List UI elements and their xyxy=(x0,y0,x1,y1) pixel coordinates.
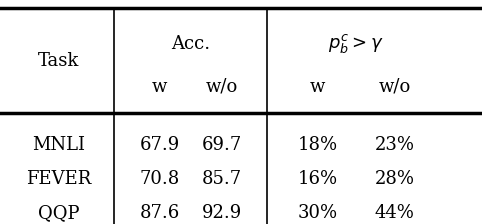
Text: 70.8: 70.8 xyxy=(139,170,180,188)
Text: 87.6: 87.6 xyxy=(139,204,180,222)
Text: w: w xyxy=(152,78,167,96)
Text: 16%: 16% xyxy=(297,170,338,188)
Text: 23%: 23% xyxy=(375,136,415,154)
Text: w: w xyxy=(310,78,325,96)
Text: MNLI: MNLI xyxy=(32,136,85,154)
Text: 67.9: 67.9 xyxy=(139,136,180,154)
Text: 92.9: 92.9 xyxy=(201,204,242,222)
Text: $p_b^c > \gamma$: $p_b^c > \gamma$ xyxy=(328,33,384,56)
Text: 28%: 28% xyxy=(375,170,415,188)
Text: 18%: 18% xyxy=(297,136,338,154)
Text: 44%: 44% xyxy=(375,204,415,222)
Text: FEVER: FEVER xyxy=(27,170,92,188)
Text: w/o: w/o xyxy=(206,78,238,96)
Text: Task: Task xyxy=(38,52,80,70)
Text: 30%: 30% xyxy=(297,204,338,222)
Text: 69.7: 69.7 xyxy=(201,136,242,154)
Text: w/o: w/o xyxy=(378,78,411,96)
Text: 85.7: 85.7 xyxy=(202,170,242,188)
Text: QQP: QQP xyxy=(38,204,80,222)
Text: Acc.: Acc. xyxy=(171,35,210,53)
